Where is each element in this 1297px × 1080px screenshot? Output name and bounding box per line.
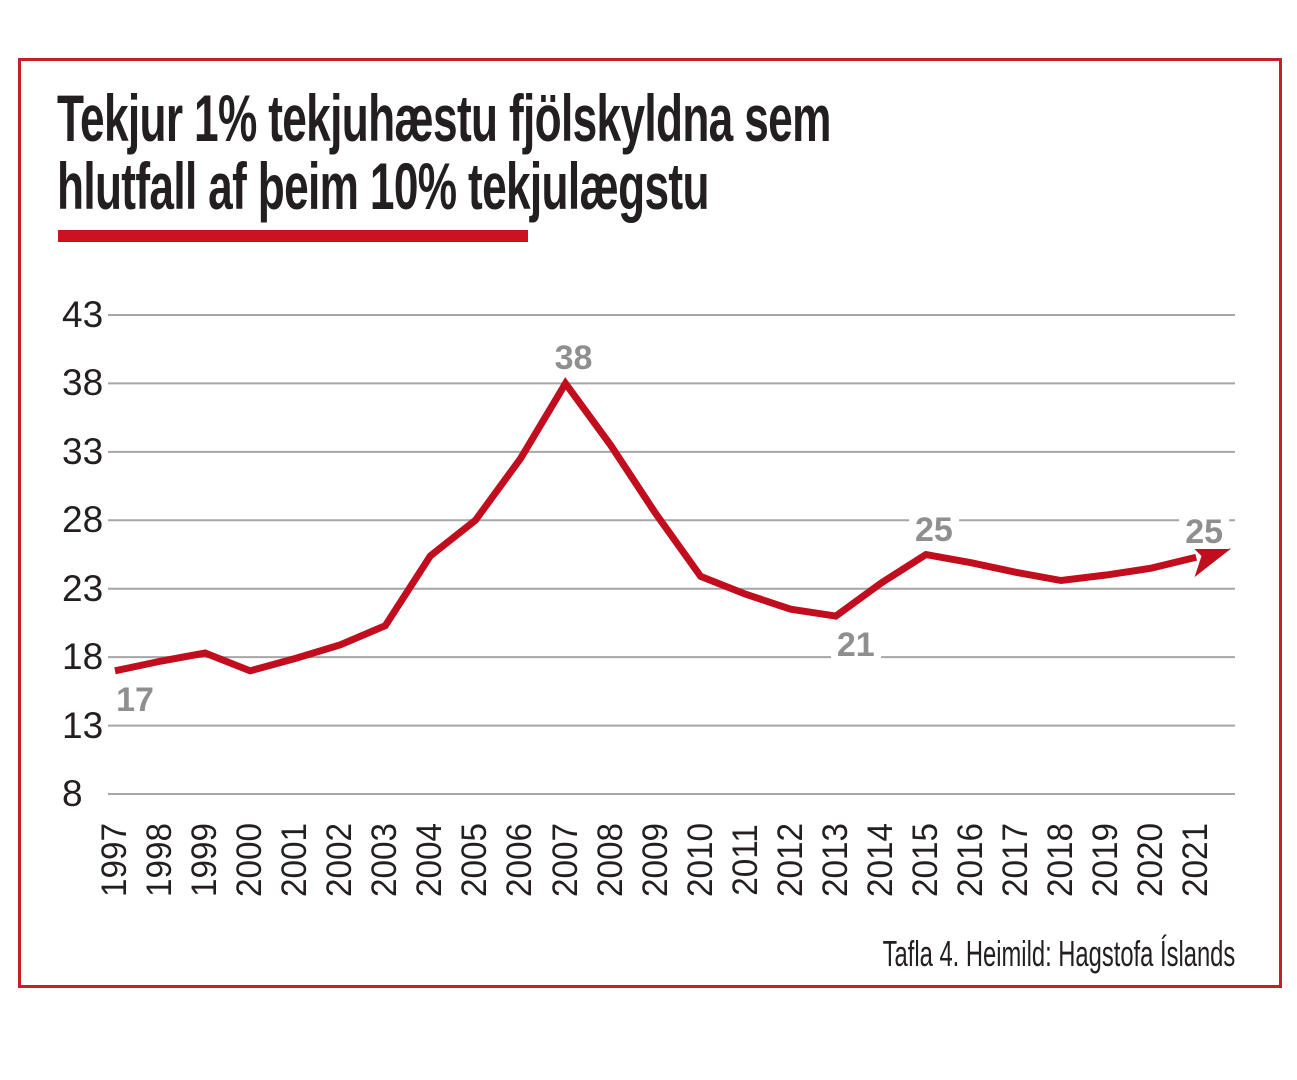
x-tick-label: 2013	[815, 823, 855, 897]
x-tick-label: 2001	[275, 823, 315, 897]
x-tick-label: 2017	[996, 823, 1035, 897]
chart-canvas	[108, 314, 1235, 796]
title-line-2: hlutfall af þeim 10% tekjulægstu	[57, 149, 709, 223]
x-tick-label: 1998	[140, 823, 180, 897]
data-label-annotation: 25	[908, 512, 959, 547]
x-tick-label: 2011	[725, 824, 765, 896]
x-tick-label: 2010	[680, 823, 720, 897]
x-tick-label: 2021	[1176, 823, 1216, 897]
x-tick-label: 2002	[320, 823, 360, 897]
data-label-annotation: 21	[830, 628, 881, 663]
x-tick-label: 2000	[230, 823, 270, 897]
x-tick-label: 2006	[500, 823, 540, 897]
y-tick-label: 43	[62, 294, 104, 335]
x-tick-label: 2007	[545, 823, 585, 897]
x-tick-label: 2020	[1131, 823, 1171, 897]
y-tick-label: 23	[62, 567, 104, 609]
y-tick-label: 8	[62, 773, 83, 814]
data-label-annotation: 38	[548, 341, 599, 376]
data-line	[114, 377, 1231, 675]
x-tick-label: 2012	[770, 823, 810, 897]
x-tick-label: 2008	[590, 823, 630, 897]
y-tick-label: 38	[62, 362, 104, 404]
x-tick-label: 2005	[455, 823, 495, 897]
data-label-annotation: 25	[1179, 515, 1230, 550]
title-line-1: Tekjur 1% tekjuhæstu fjölskyldna sem	[57, 81, 831, 155]
x-tick-label: 2014	[860, 823, 900, 897]
y-tick-label: 28	[62, 499, 104, 541]
y-tick-label: 18	[62, 636, 104, 678]
x-tick-label: 2016	[950, 823, 990, 897]
x-tick-label: 1999	[185, 823, 225, 897]
x-tick-label: 2019	[1086, 823, 1126, 897]
x-tick-label: 2004	[410, 823, 450, 897]
data-label-annotation: 17	[110, 682, 160, 717]
source-caption: Tafla 4. Heimild: Hagstofa Íslands	[882, 933, 1235, 974]
card-frame	[18, 58, 1282, 988]
x-tick-label: 2009	[635, 823, 675, 897]
title-underline	[58, 230, 528, 242]
x-tick-label: 1997	[95, 823, 134, 897]
x-tick-label: 2003	[365, 823, 405, 897]
x-tick-label: 2018	[1041, 823, 1081, 897]
y-tick-label: 13	[62, 704, 104, 746]
page-title: Tekjur 1% tekjuhæstu fjölskyldna sem hlu…	[57, 84, 831, 220]
y-tick-label: 33	[62, 430, 104, 472]
x-tick-label: 2015	[905, 823, 945, 897]
